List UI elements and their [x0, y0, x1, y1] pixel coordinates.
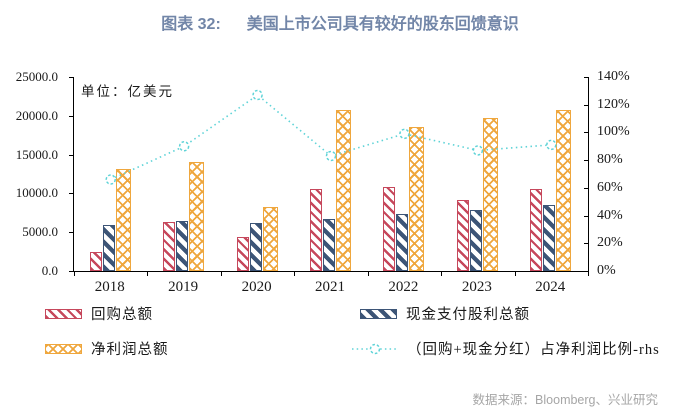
right-axis-tick-label: 80% [597, 152, 623, 168]
ratio-marker-2021 [325, 150, 337, 162]
right-axis-tick [584, 160, 588, 162]
bar-buyback-2022 [383, 187, 396, 271]
left-axis-tick-label: 10000.0 [15, 185, 58, 201]
ratio-marker-2023 [472, 145, 484, 156]
right-axis-tick [584, 77, 588, 78]
right-axis-tick-label: 20% [597, 235, 623, 251]
bar-buyback-2020 [236, 236, 249, 271]
x-axis-labels: 2018 2019 2020 2021 2022 2023 2024 [73, 277, 587, 297]
bar-dividend-2019 [176, 221, 189, 271]
left-axis-tick-label: 20000.0 [15, 107, 58, 123]
bar-dividend-2021 [323, 219, 335, 271]
left-axis-tick [69, 115, 73, 117]
left-axis-tick [69, 77, 73, 78]
x-axis-label-2021: 2021 [315, 279, 345, 295]
x-axis-tick [294, 272, 296, 276]
legend-label-ratio: （回购+现金分红）占净利润比例-rhs [407, 342, 660, 358]
bar-dividend-2020 [249, 222, 262, 271]
left-axis-tick-label: 0.0 [41, 263, 58, 278]
x-axis-tick [147, 272, 149, 276]
x-axis-label-2019: 2019 [168, 279, 199, 295]
legend-item-ratio: （回购+现金分红）占净利润比例-rhs [352, 338, 660, 359]
right-axis-tick-label: 60% [597, 179, 623, 195]
bar-buyback-2024 [530, 188, 543, 271]
right-axis-tick [584, 132, 588, 134]
bar-profit-2020 [262, 206, 278, 271]
x-axis-tick [74, 272, 75, 276]
bar-buyback-2023 [456, 199, 469, 271]
right-axis-tick-label: 40% [597, 207, 623, 223]
x-axis-tick [514, 272, 516, 276]
right-axis-tick [584, 243, 588, 245]
ratio-line-path [110, 93, 552, 181]
legend-item-buyback: 回购总额 [45, 303, 153, 324]
right-axis-tick-label: 120% [597, 96, 630, 112]
x-axis-tick [367, 272, 369, 276]
left-axis-tick-label: 15000.0 [15, 146, 58, 162]
bar-profit-2021 [336, 109, 351, 271]
legend-item-dividend: 现金支付股利总额 [360, 303, 530, 324]
ratio-marker-2019 [178, 141, 190, 152]
left-axis-tick [69, 154, 73, 156]
right-axis-tick-label: 0% [597, 263, 616, 278]
data-source: 数据来源：Bloomberg、兴业研究 [472, 393, 658, 407]
left-axis-tick [69, 271, 73, 272]
bar-buyback-2021 [310, 188, 322, 271]
x-axis-tick [220, 272, 222, 276]
legend-item-profit: 净利润总额 [45, 338, 169, 359]
left-y-axis-labels: 25000.0 20000.0 15000.0 10000.0 5000.0 0.0 [0, 70, 64, 278]
bar-dividend-2022 [396, 213, 409, 271]
right-axis-tick-label: 100% [597, 124, 630, 140]
x-axis-label-2024: 2024 [535, 279, 566, 295]
x-axis-tick [441, 272, 443, 276]
bar-buyback-2019 [163, 222, 176, 271]
x-axis-label-2018: 2018 [94, 279, 125, 295]
bar-profit-2022 [409, 126, 425, 271]
figure-title-text: 美国上市公司具有较好的股东回馈意识 [246, 16, 519, 33]
ratio-marker-2018 [105, 174, 116, 185]
right-axis-tick [584, 271, 588, 272]
right-axis-tick [584, 215, 588, 217]
plot-area: 单位：亿美元 [69, 77, 589, 276]
buyback-swatch-icon [45, 308, 82, 319]
x-axis-tick [588, 272, 589, 276]
left-axis-tick-label: 5000.0 [22, 224, 58, 240]
right-axis-tick [584, 104, 588, 106]
left-axis-tick [69, 193, 73, 195]
bar-buyback-2018 [89, 251, 102, 271]
right-y-axis-labels: 140% 120% 100% 80% 60% 40% 20% 0% [597, 70, 657, 278]
figure-title: 图表 32: 美国上市公司具有较好的股东回馈意识 [0, 10, 680, 34]
right-axis-tick [584, 187, 588, 189]
bar-profit-2023 [482, 118, 498, 271]
ratio-line-series [105, 89, 557, 185]
bar-dividend-2023 [469, 209, 482, 271]
x-axis-label-2020: 2020 [241, 279, 272, 295]
x-axis-label-2022: 2022 [388, 279, 419, 295]
figure-title-prefix: 图表 32: [161, 16, 221, 33]
ratio-marker-2022 [399, 128, 410, 140]
bar-profit-2024 [556, 109, 572, 271]
bar-profit-2018 [115, 169, 131, 271]
profit-swatch-icon [45, 343, 82, 354]
bar-dividend-2024 [543, 205, 556, 271]
ratio-marker-2024 [546, 139, 557, 151]
unit-label: 单位：亿美元 [81, 84, 174, 99]
legend-label-buyback: 回购总额 [91, 307, 153, 323]
left-axis-tick [69, 232, 73, 234]
ratio-marker-2020 [252, 89, 263, 101]
legend-label-profit: 净利润总额 [91, 342, 169, 358]
bar-profit-2019 [189, 161, 205, 271]
x-axis-label-2023: 2023 [461, 279, 492, 295]
dividend-swatch-icon [360, 308, 397, 319]
ratio-line-swatch-icon [352, 343, 398, 354]
bar-dividend-2018 [102, 225, 115, 271]
left-axis-tick-label: 25000.0 [15, 69, 58, 84]
legend-label-dividend: 现金支付股利总额 [406, 307, 530, 323]
right-axis-tick-label: 140% [597, 69, 630, 84]
